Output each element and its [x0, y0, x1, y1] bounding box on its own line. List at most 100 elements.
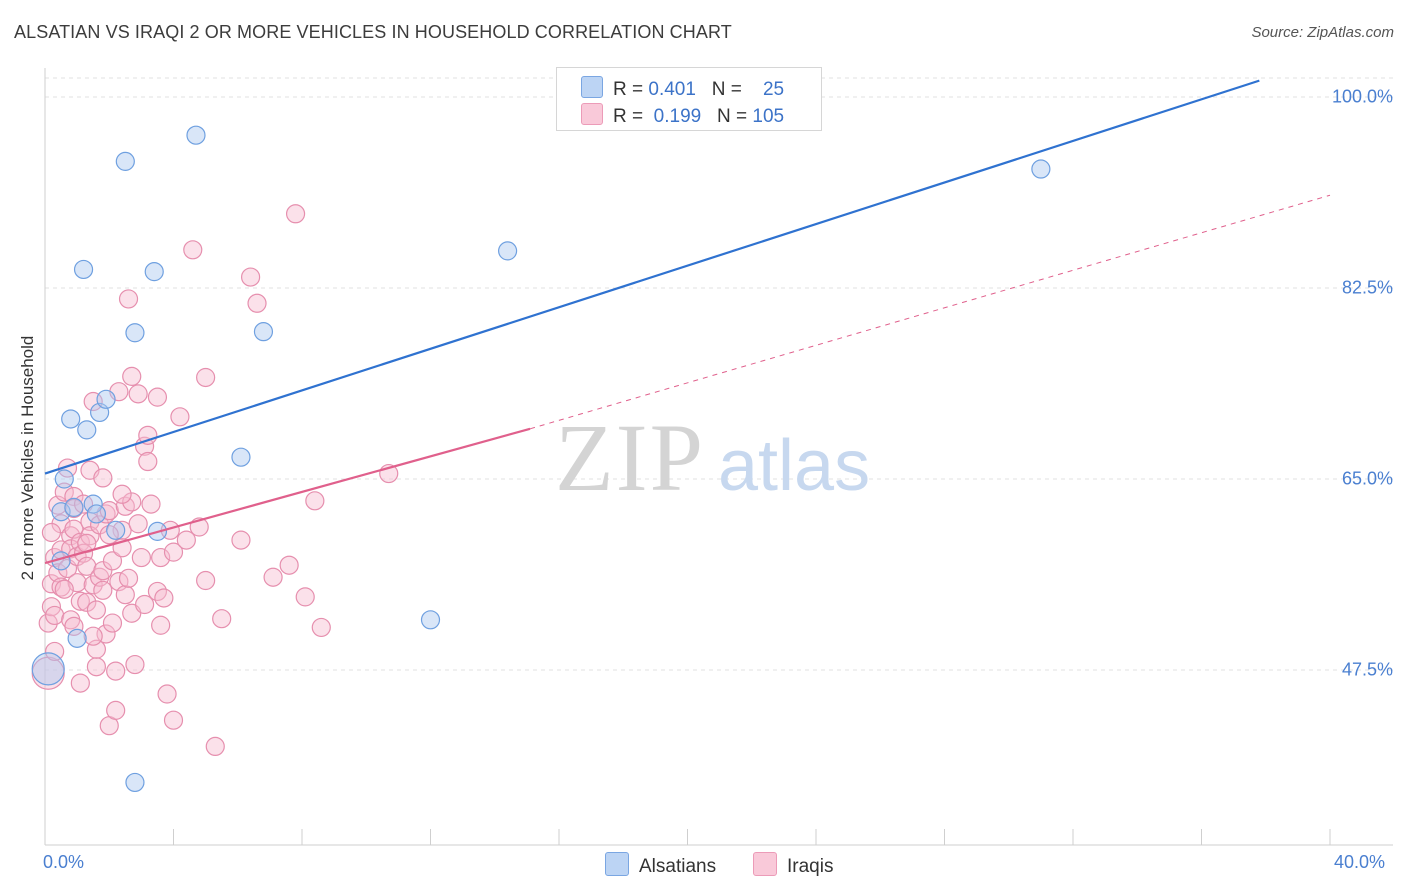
- alsatians-swatch: [605, 852, 629, 876]
- iraqis-point: [231, 530, 251, 550]
- iraqis-point: [163, 542, 184, 562]
- alsatians-point: [67, 628, 87, 648]
- legend-row-iraqis: R = 0.199 N = 105: [581, 103, 784, 128]
- alsatians-point: [498, 241, 518, 261]
- iraqis-point: [106, 700, 126, 720]
- alsatians-point: [125, 323, 145, 343]
- iraqis-point: [70, 591, 90, 611]
- alsatians-point: [231, 447, 251, 467]
- iraqis-point: [151, 615, 171, 635]
- iraqis-point: [48, 563, 68, 583]
- iraqis-point: [128, 514, 148, 534]
- alsatians-trend-line: [44, 79, 1260, 475]
- iraqis-point: [147, 387, 168, 407]
- iraqis-point: [212, 609, 232, 629]
- alsatians-point: [54, 469, 74, 489]
- alsatians-point: [77, 420, 97, 440]
- iraqis-point: [54, 579, 74, 599]
- y-tick-label: 82.5%: [1341, 277, 1393, 298]
- iraqis-point: [157, 684, 177, 704]
- legend-row-alsatians: R = 0.401 N = 25: [581, 76, 784, 101]
- iraqis-point: [77, 592, 97, 612]
- iraqis-point: [247, 293, 267, 313]
- watermark-zip: ZIP: [555, 404, 705, 511]
- iraqis-point: [45, 605, 65, 626]
- iraqis-point: [279, 555, 299, 575]
- r-value: 0.401: [648, 79, 696, 100]
- iraqis-point: [93, 580, 113, 600]
- alsatians-point: [106, 520, 126, 540]
- alsatians-point: [1031, 159, 1051, 179]
- iraqis-point: [151, 547, 171, 568]
- alsatians-point: [186, 125, 206, 145]
- chart-title: ALSATIAN VS IRAQI 2 OR MORE VEHICLES IN …: [14, 22, 732, 42]
- iraqis-point: [38, 613, 58, 633]
- iraqis-point: [205, 736, 225, 757]
- iraqis-trend-extension: [529, 194, 1331, 430]
- legend-item-alsatians: Alsatians: [605, 852, 716, 878]
- legend-item-iraqis: Iraqis: [753, 852, 833, 878]
- iraqis-point: [118, 289, 139, 309]
- iraqis-point: [51, 577, 71, 597]
- n-label: N =: [711, 79, 748, 100]
- iraqis-point: [285, 204, 306, 224]
- iraqis-point: [196, 367, 216, 388]
- iraqis-point: [196, 570, 216, 591]
- iraqis-point: [93, 468, 113, 488]
- alsatians-point: [96, 389, 116, 409]
- iraqis-point: [122, 492, 142, 512]
- iraqis-point: [83, 626, 103, 646]
- iraqis-point: [93, 561, 113, 581]
- alsatians-point: [64, 497, 84, 517]
- iraqis-swatch: [581, 103, 603, 125]
- iraqis-point: [311, 617, 331, 638]
- iraqis-point: [295, 587, 315, 607]
- iraqis-point: [305, 491, 325, 511]
- y-tick-label: 100.0%: [1331, 86, 1393, 107]
- iraqis-point: [176, 530, 196, 550]
- iraqis-point: [128, 384, 148, 404]
- iraqis-point: [41, 522, 62, 543]
- y-tick-label: 65.0%: [1341, 468, 1393, 489]
- iraqis-point: [96, 504, 116, 524]
- alsatians-point: [125, 772, 145, 793]
- iraqis-point: [115, 585, 135, 605]
- correlation-legend: R = 0.401 N = 25 R = 0.199 N = 105: [556, 67, 822, 131]
- alsatians-point: [31, 652, 65, 686]
- iraqis-point: [77, 556, 97, 576]
- watermark-atlas: atlas: [718, 426, 870, 506]
- iraqis-point: [118, 568, 139, 588]
- y-tick-label: 47.5%: [1341, 659, 1393, 680]
- n-value: 105: [752, 106, 785, 127]
- alsatians-point: [51, 502, 71, 522]
- iraqis-point: [45, 641, 65, 662]
- x-tick-label: 40.0%: [1334, 852, 1386, 872]
- iraqis-point: [106, 661, 126, 681]
- n-value: 25: [762, 79, 785, 100]
- iraqis-point: [141, 494, 161, 514]
- alsatians-swatch: [581, 76, 603, 98]
- iraqis-point: [138, 451, 158, 472]
- legend-label: Iraqis: [787, 856, 834, 877]
- iraqis-point: [64, 616, 84, 636]
- alsatians-point: [253, 322, 274, 342]
- iraqis-point: [241, 267, 261, 287]
- iraqis-point: [134, 594, 155, 615]
- iraqis-point: [86, 600, 107, 620]
- iraqis-swatch: [753, 852, 777, 876]
- iraqis-point: [102, 613, 123, 633]
- iraqis-point: [122, 366, 142, 387]
- iraqis-point: [70, 532, 90, 552]
- iraqis-point: [102, 551, 123, 571]
- alsatians-point: [144, 262, 164, 282]
- n-label: N =: [717, 106, 753, 127]
- iraqis-point: [54, 482, 74, 502]
- source-label: Source: ZipAtlas.com: [1251, 24, 1394, 41]
- iraqis-point: [154, 588, 174, 608]
- r-value: 0.199: [653, 106, 702, 127]
- iraqis-trend-line: [44, 427, 531, 565]
- iraqis-point: [263, 567, 283, 587]
- alsatians-point: [61, 409, 81, 429]
- iraqis-point: [83, 575, 103, 595]
- alsatians-point: [420, 610, 441, 630]
